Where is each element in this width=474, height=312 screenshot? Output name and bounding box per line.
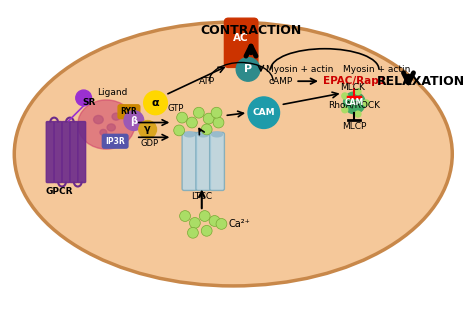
Text: GTP: GTP [167, 104, 184, 113]
Circle shape [174, 125, 184, 136]
Circle shape [190, 217, 201, 228]
Text: ATP: ATP [199, 77, 215, 86]
Circle shape [342, 93, 348, 99]
FancyBboxPatch shape [70, 122, 78, 183]
Text: α: α [152, 98, 159, 108]
Text: Ligand: Ligand [98, 88, 128, 96]
FancyBboxPatch shape [102, 134, 128, 148]
Circle shape [216, 218, 227, 229]
Ellipse shape [112, 113, 120, 120]
Circle shape [363, 100, 369, 106]
FancyBboxPatch shape [210, 132, 224, 190]
Ellipse shape [100, 129, 107, 135]
Text: LTCC: LTCC [191, 193, 212, 202]
Text: MLCP: MLCP [342, 122, 366, 131]
Text: AC: AC [233, 33, 249, 43]
Text: γ: γ [144, 124, 151, 134]
Circle shape [201, 225, 212, 236]
Text: SR: SR [82, 98, 95, 107]
Circle shape [236, 58, 260, 81]
Text: CAM: CAM [253, 108, 275, 117]
Circle shape [203, 113, 214, 124]
Text: Ca²⁺: Ca²⁺ [228, 219, 250, 229]
Circle shape [180, 211, 191, 222]
Text: GPCR: GPCR [46, 188, 73, 197]
FancyBboxPatch shape [78, 122, 86, 183]
Text: β: β [130, 115, 137, 125]
FancyBboxPatch shape [182, 132, 197, 190]
Ellipse shape [184, 132, 195, 137]
Text: CONTRACTION: CONTRACTION [201, 23, 301, 37]
Text: RhoA/ROCK: RhoA/ROCK [328, 100, 380, 109]
Ellipse shape [107, 124, 115, 131]
Circle shape [193, 107, 204, 118]
Circle shape [213, 117, 224, 128]
Text: IP3R: IP3R [105, 137, 125, 146]
Circle shape [144, 91, 167, 115]
Circle shape [355, 111, 361, 117]
Ellipse shape [78, 100, 135, 149]
FancyBboxPatch shape [196, 132, 210, 190]
Text: Myosin + actin: Myosin + actin [343, 65, 410, 74]
FancyBboxPatch shape [224, 18, 258, 67]
Circle shape [344, 92, 365, 114]
Circle shape [342, 107, 348, 113]
Text: Myosin + actin: Myosin + actin [266, 65, 333, 74]
Circle shape [199, 211, 210, 222]
Circle shape [177, 112, 188, 123]
Ellipse shape [198, 132, 209, 137]
FancyBboxPatch shape [62, 122, 70, 183]
Circle shape [209, 216, 220, 227]
Circle shape [124, 111, 144, 130]
Circle shape [355, 89, 361, 95]
Text: P: P [244, 64, 252, 74]
Text: CAM: CAM [345, 98, 364, 107]
Text: MLCK: MLCK [340, 83, 365, 92]
Circle shape [76, 90, 91, 106]
FancyBboxPatch shape [118, 105, 140, 119]
FancyBboxPatch shape [54, 122, 62, 183]
Text: cAMP: cAMP [268, 77, 292, 86]
Text: RELAXATION: RELAXATION [377, 75, 465, 88]
Text: RYR: RYR [120, 107, 137, 116]
Ellipse shape [211, 132, 222, 137]
FancyBboxPatch shape [46, 122, 54, 183]
Ellipse shape [93, 115, 103, 124]
Circle shape [211, 107, 222, 118]
Circle shape [186, 117, 197, 128]
Circle shape [188, 227, 198, 238]
Circle shape [201, 124, 212, 135]
Text: GDP: GDP [141, 139, 159, 148]
Ellipse shape [14, 22, 452, 286]
Text: EPAC/Rap1: EPAC/Rap1 [323, 76, 386, 86]
Circle shape [248, 97, 280, 129]
Circle shape [139, 120, 156, 138]
